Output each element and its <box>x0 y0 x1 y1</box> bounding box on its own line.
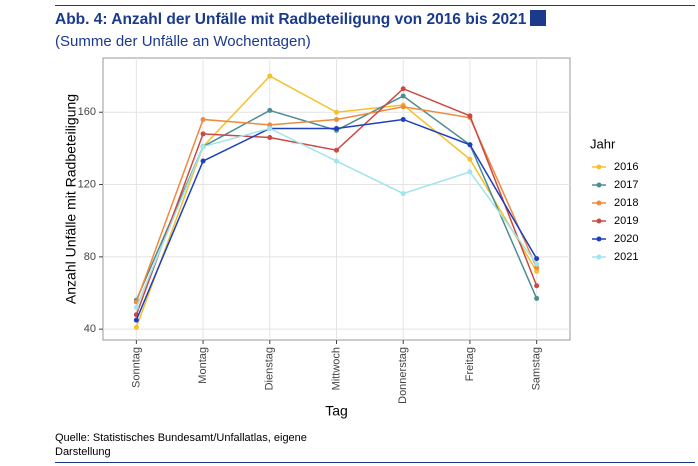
y-tick-label: 40 <box>84 323 96 335</box>
y-tick-label: 80 <box>84 251 96 263</box>
point <box>467 156 473 162</box>
legend-title: Jahr <box>590 136 616 151</box>
legend-dot <box>596 200 602 206</box>
y-tick-label: 120 <box>78 178 96 190</box>
point <box>534 265 540 271</box>
point <box>267 126 273 131</box>
point <box>534 295 540 301</box>
x-tick-label: Montag <box>197 347 209 384</box>
point <box>200 116 206 122</box>
point <box>133 304 139 310</box>
bottom-rule <box>55 462 695 463</box>
source-note: Quelle: Statistisches Bundesamt/Unfallat… <box>55 432 307 458</box>
point <box>200 131 206 137</box>
y-axis-label: Anzahl Unfälle mit Radbeteiligung <box>63 94 79 304</box>
point <box>334 158 339 164</box>
point <box>334 147 339 153</box>
point <box>267 135 273 141</box>
legend-dot <box>596 182 602 188</box>
top-rule <box>55 5 695 6</box>
x-tick-label: Donnerstag <box>397 347 409 404</box>
title-row: Abb. 4: Anzahl der Unfälle mit Radbeteil… <box>55 10 547 29</box>
legend-dot <box>596 236 602 242</box>
point <box>133 317 139 323</box>
point <box>267 107 273 113</box>
x-tick-label: Mittwoch <box>330 347 342 390</box>
point <box>400 86 406 92</box>
legend-label: 2016 <box>614 161 638 173</box>
point <box>267 73 273 79</box>
legend-label: 2021 <box>614 251 638 263</box>
x-tick-label: Samstag <box>531 347 543 390</box>
point <box>267 122 273 128</box>
legend-dot <box>596 164 602 170</box>
legend-label: 2018 <box>614 197 638 209</box>
point <box>534 283 540 289</box>
point <box>133 324 139 330</box>
point <box>467 169 473 175</box>
legend-label: 2019 <box>614 215 638 227</box>
point <box>334 109 339 115</box>
point <box>334 126 339 131</box>
link-icon[interactable] <box>530 10 547 26</box>
point <box>400 104 406 110</box>
x-tick-label: Sonntag <box>130 347 142 388</box>
point <box>334 116 339 122</box>
x-axis-label: Tag <box>325 403 348 419</box>
y-tick-label: 160 <box>78 106 96 118</box>
point <box>534 261 540 267</box>
x-tick-label: Dienstag <box>264 347 276 390</box>
legend-dot <box>596 254 602 260</box>
point <box>467 113 473 119</box>
point <box>200 158 206 164</box>
legend-label: 2020 <box>614 233 638 245</box>
point <box>200 144 206 150</box>
chart-subtitle: (Summe der Unfälle an Wochentagen) <box>55 33 311 50</box>
chart-title: Abb. 4: Anzahl der Unfälle mit Radbeteil… <box>55 11 527 28</box>
legend-dot <box>596 218 602 224</box>
point <box>400 93 406 99</box>
point <box>534 268 540 274</box>
point <box>467 142 473 148</box>
legend-label: 2017 <box>614 179 638 191</box>
point <box>400 116 406 122</box>
x-tick-label: Freitag <box>464 347 476 381</box>
point <box>400 191 406 197</box>
point <box>534 256 540 262</box>
